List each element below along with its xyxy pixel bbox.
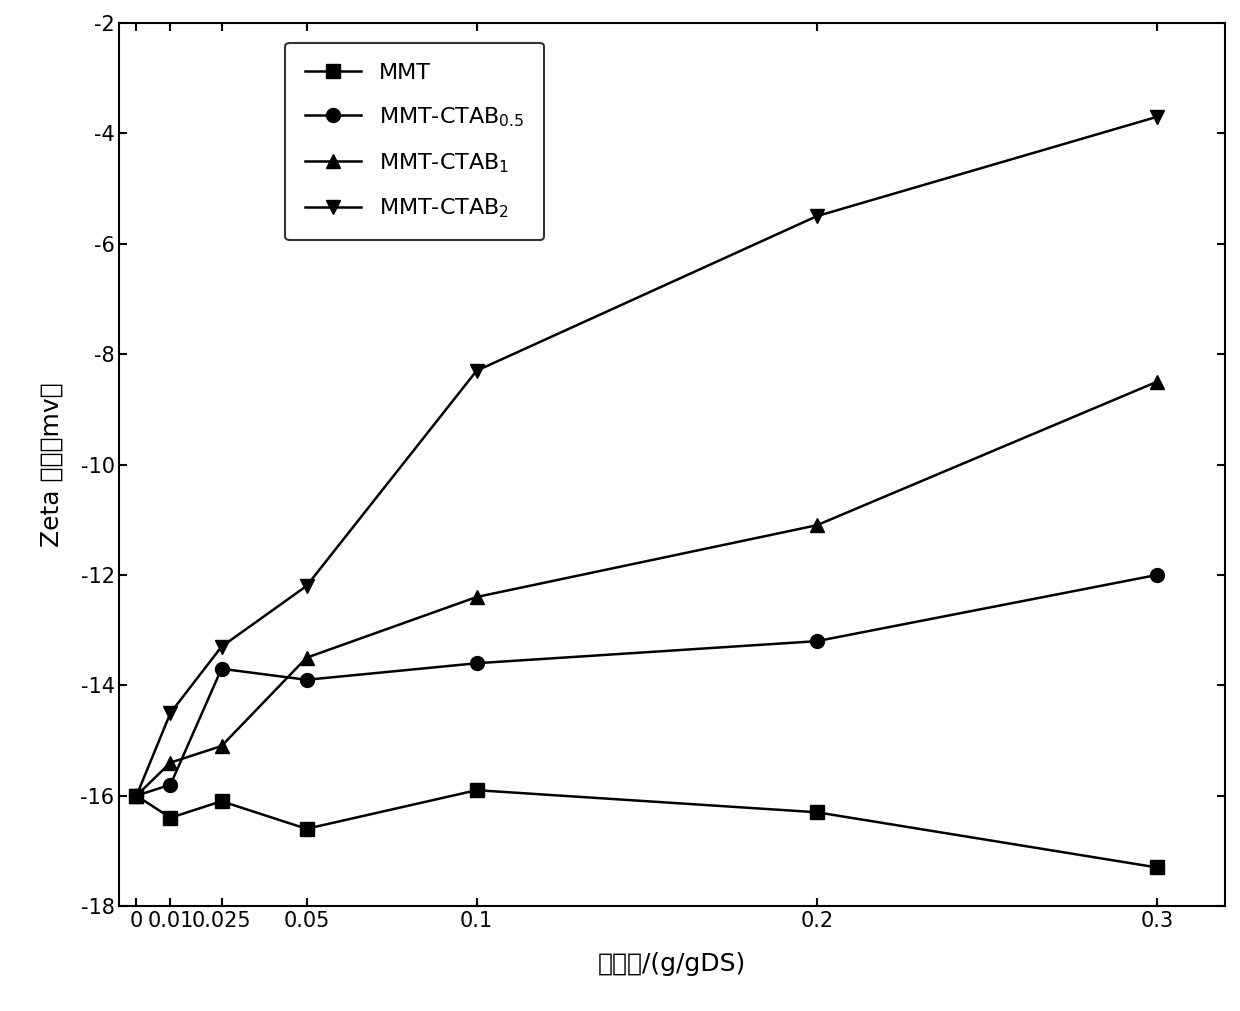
MMT xyxy=(162,812,177,824)
MMT-CTAB$_{0.5}$ xyxy=(299,673,314,685)
MMT-CTAB$_2$ xyxy=(215,641,229,653)
MMT-CTAB$_1$ xyxy=(299,652,314,664)
MMT-CTAB$_{0.5}$ xyxy=(215,662,229,674)
MMT-CTAB$_2$ xyxy=(299,580,314,592)
MMT-CTAB$_2$ xyxy=(469,365,484,377)
MMT xyxy=(469,785,484,797)
MMT xyxy=(1149,861,1164,874)
MMT xyxy=(129,790,144,802)
MMT-CTAB$_2$ xyxy=(810,210,825,222)
MMT-CTAB$_2$ xyxy=(1149,111,1164,123)
MMT-CTAB$_{0.5}$ xyxy=(469,657,484,669)
Line: MMT: MMT xyxy=(129,784,1164,875)
Line: MMT-CTAB$_{0.5}$: MMT-CTAB$_{0.5}$ xyxy=(129,568,1164,803)
MMT-CTAB$_1$ xyxy=(215,740,229,752)
MMT-CTAB$_{0.5}$ xyxy=(162,778,177,791)
Line: MMT-CTAB$_2$: MMT-CTAB$_2$ xyxy=(129,110,1164,803)
MMT-CTAB$_1$ xyxy=(129,790,144,802)
MMT-CTAB$_{0.5}$ xyxy=(810,635,825,647)
MMT-CTAB$_2$ xyxy=(129,790,144,802)
MMT xyxy=(810,806,825,818)
MMT-CTAB$_{0.5}$ xyxy=(129,790,144,802)
MMT-CTAB$_1$ xyxy=(1149,376,1164,388)
MMT-CTAB$_{0.5}$ xyxy=(1149,569,1164,581)
MMT-CTAB$_2$ xyxy=(162,707,177,719)
X-axis label: 添加量/(g/gDS): 添加量/(g/gDS) xyxy=(598,951,746,976)
MMT-CTAB$_1$ xyxy=(469,591,484,604)
MMT-CTAB$_1$ xyxy=(810,520,825,532)
Line: MMT-CTAB$_1$: MMT-CTAB$_1$ xyxy=(129,375,1164,803)
Legend: MMT, MMT-CTAB$_{0.5}$, MMT-CTAB$_1$, MMT-CTAB$_2$: MMT, MMT-CTAB$_{0.5}$, MMT-CTAB$_1$, MMT… xyxy=(285,42,544,241)
MMT-CTAB$_1$ xyxy=(162,756,177,768)
Y-axis label: Zeta 电位（mv）: Zeta 电位（mv） xyxy=(40,382,63,547)
MMT xyxy=(215,796,229,808)
MMT xyxy=(299,823,314,835)
